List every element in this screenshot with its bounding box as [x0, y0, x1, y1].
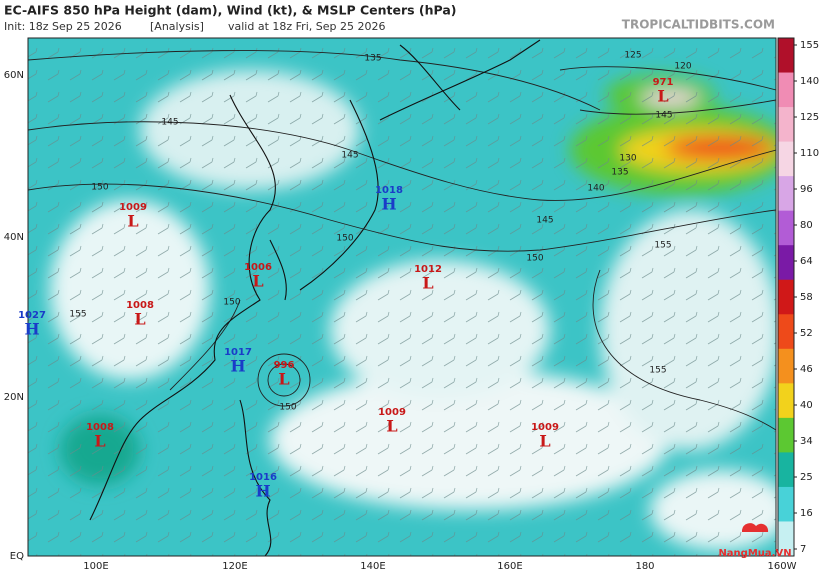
lon-label: 120E — [222, 561, 247, 572]
colorbar-swatch — [778, 210, 794, 246]
pressure-center: L — [386, 417, 397, 436]
colorbar-label: 140 — [800, 76, 819, 87]
colorbar-swatch — [778, 245, 794, 281]
colorbar-label: 7 — [800, 544, 806, 555]
contour-label: 120 — [674, 62, 691, 72]
map-frame — [27, 37, 777, 557]
analysis-tag: [Analysis] — [150, 20, 204, 33]
pressure-center: H — [255, 482, 270, 501]
pressure-center: L — [657, 87, 668, 106]
pressure-value: 1017 — [224, 347, 252, 358]
contour-label: 145 — [655, 111, 672, 121]
lon-label: 180 — [635, 561, 654, 572]
pressure-value: 1008 — [86, 422, 114, 433]
pressure-value: 1009 — [119, 202, 147, 213]
pressure-center: L — [94, 432, 105, 451]
pressure-value: 996 — [274, 360, 295, 371]
colorbar-label: 34 — [800, 436, 813, 447]
pressure-center: L — [252, 272, 263, 291]
pressure-value: 1012 — [414, 264, 442, 275]
lat-label: EQ — [10, 551, 24, 562]
colorbar-label: 40 — [800, 400, 813, 411]
pressure-center: L — [127, 212, 138, 231]
pressure-center: H — [230, 357, 245, 376]
colorbar-swatch — [778, 417, 794, 453]
colorbar-label: 25 — [800, 472, 813, 483]
contour-label: 155 — [654, 241, 671, 251]
pressure-center: L — [422, 274, 433, 293]
init-time: Init: 18z Sep 25 2026 — [4, 20, 122, 33]
colorbar-swatch — [778, 486, 794, 522]
colorbar-swatch — [778, 348, 794, 384]
contour-label: 135 — [611, 168, 628, 178]
colorbar-swatch — [778, 38, 794, 74]
pressure-value: 1006 — [244, 262, 272, 273]
colorbar-swatch — [778, 72, 794, 108]
contour-label: 145 — [341, 151, 358, 161]
colorbar-swatch — [778, 279, 794, 315]
colorbar-label: 46 — [800, 364, 813, 375]
contour-label: 145 — [536, 216, 553, 226]
pressure-value: 1008 — [126, 300, 154, 311]
contour-label: 140 — [587, 184, 604, 194]
logo-text: NangMua.VN — [718, 548, 791, 559]
title: EC-AIFS 850 hPa Height (dam), Wind (kt),… — [4, 3, 457, 18]
lat-label: 20N — [4, 392, 24, 403]
colorbar-label: 16 — [800, 508, 813, 519]
colorbar-label: 110 — [800, 148, 819, 159]
valid-time: valid at 18z Fri, Sep 25 2026 — [228, 20, 385, 33]
pressure-value: 1018 — [375, 185, 403, 196]
lat-label: 60N — [4, 70, 24, 81]
colorbar-swatch — [778, 107, 794, 143]
lon-label: 160W — [768, 561, 797, 572]
pressure-value: 1027 — [18, 310, 46, 321]
contour-label: 150 — [91, 183, 108, 193]
colorbar-swatch — [778, 521, 794, 557]
colorbar-swatch — [778, 314, 794, 350]
colorbar-label: 155 — [800, 40, 819, 51]
colorbar: 155 140 125 110 96 80 64 58 52 46 40 34 25 16 7 — [777, 37, 819, 557]
lon-label: 140E — [360, 561, 385, 572]
contour-label: 150 — [279, 403, 296, 413]
pressure-center: H — [24, 320, 39, 339]
contour-label: 150 — [526, 254, 543, 264]
colorbar-label: 80 — [800, 220, 813, 231]
colorbar-swatch — [778, 452, 794, 488]
logo: NangMua.VN — [718, 523, 792, 559]
pressure-center: H — [381, 195, 396, 214]
lat-label: 40N — [4, 232, 24, 243]
pressure-value: 971 — [653, 77, 674, 88]
contour-label: 125 — [624, 51, 641, 61]
pressure-value: 1016 — [249, 472, 277, 483]
contour-label: 145 — [161, 118, 178, 128]
colorbar-label: 96 — [800, 184, 813, 195]
contour-label: 150 — [336, 234, 353, 244]
colorbar-swatch — [778, 141, 794, 177]
colorbar-label: 52 — [800, 328, 813, 339]
contour-label: 135 — [364, 54, 381, 64]
map-area — [28, 38, 776, 556]
colorbar-label: 58 — [800, 292, 813, 303]
contour-label: 150 — [223, 298, 240, 308]
colorbar-label: 125 — [800, 112, 819, 123]
pressure-value: 1009 — [378, 407, 406, 418]
pressure-center: L — [539, 432, 550, 451]
contour-label: 155 — [649, 366, 666, 376]
site-watermark: TROPICALTIDBITS.COM — [622, 18, 775, 32]
pressure-center: L — [278, 370, 289, 389]
pressure-value: 1009 — [531, 422, 559, 433]
pressure-center: L — [134, 310, 145, 329]
lon-label: 100E — [83, 561, 108, 572]
colorbar-swatch — [778, 176, 794, 212]
contour-label: 130 — [619, 154, 636, 164]
lon-label: 160E — [497, 561, 522, 572]
colorbar-swatch — [778, 383, 794, 419]
contour-label: 155 — [69, 310, 86, 320]
colorbar-label: 64 — [800, 256, 813, 267]
